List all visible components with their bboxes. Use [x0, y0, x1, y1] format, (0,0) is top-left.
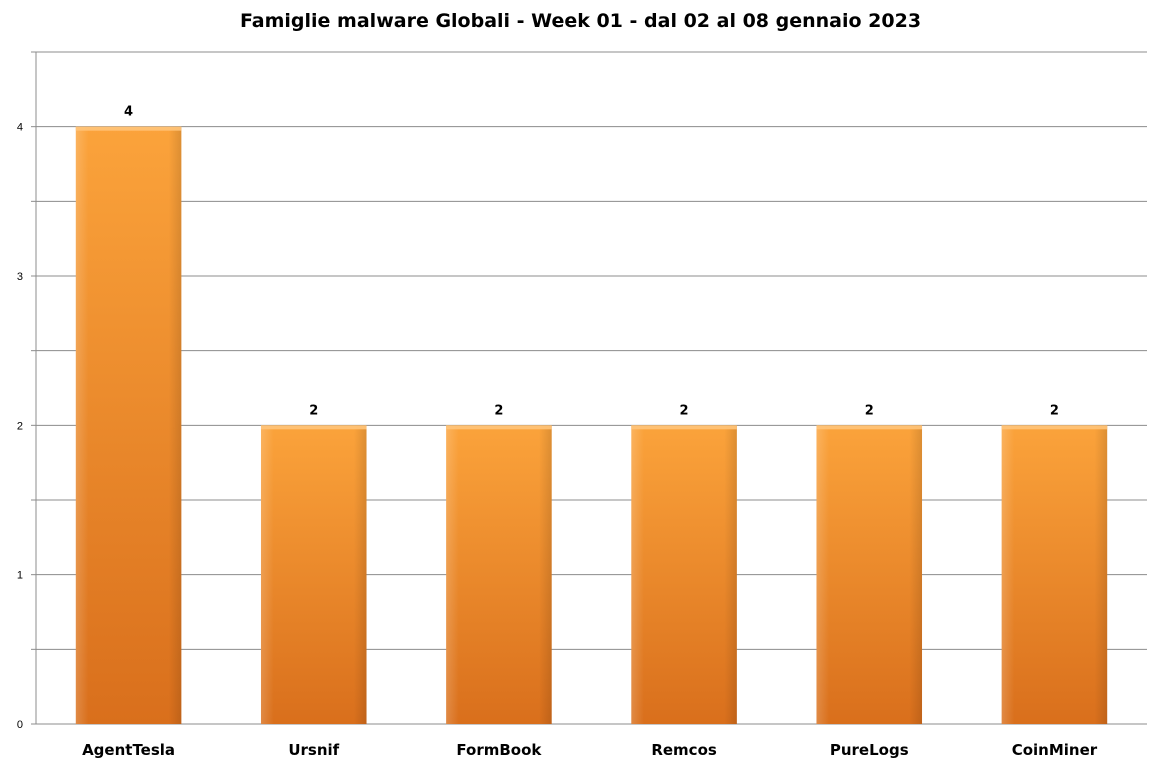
bar — [75, 126, 182, 724]
data-label: 2 — [680, 403, 689, 418]
data-label: 2 — [1050, 403, 1059, 418]
x-tick-label: AgentTesla — [82, 741, 175, 759]
bar — [631, 425, 737, 724]
y-tick-label: 1 — [17, 570, 23, 582]
bar-shading — [816, 425, 923, 724]
x-tick-label: PureLogs — [830, 741, 909, 759]
bar-shading — [631, 425, 737, 724]
y-tick-label: 0 — [17, 719, 23, 731]
y-tick-label: 2 — [17, 420, 23, 432]
data-label: 4 — [124, 105, 133, 120]
y-tick-label: 4 — [17, 122, 23, 134]
bar-top-highlight — [816, 425, 923, 430]
bars — [75, 126, 1108, 724]
data-label: 2 — [865, 403, 874, 418]
y-tick-label: 3 — [17, 271, 23, 283]
bar — [446, 425, 552, 724]
x-tick-label: CoinMiner — [1012, 741, 1098, 759]
bar — [1001, 425, 1108, 724]
x-tick-label: Ursnif — [288, 741, 339, 759]
bar-shading — [260, 425, 367, 724]
bar-top-highlight — [75, 126, 182, 131]
labels: 0 1 2 3 4 4 AgentTesla 2 Ursnif 2 FormBook 2 Remcos 2… — [17, 105, 1098, 759]
bar-shading — [446, 425, 552, 724]
x-tick-label: Remcos — [651, 741, 717, 759]
x-tick-label: FormBook — [456, 741, 542, 759]
bar — [260, 425, 367, 724]
gridlines — [36, 51, 1147, 650]
data-label: 2 — [494, 403, 503, 418]
bar — [816, 425, 923, 724]
chart-title: Famiglie malware Globali - Week 01 - dal… — [239, 10, 922, 32]
bar-top-highlight — [1001, 425, 1108, 430]
bar-shading — [1001, 425, 1108, 724]
bar-shading — [75, 126, 182, 724]
data-label: 2 — [309, 403, 318, 418]
bar-top-highlight — [446, 425, 552, 430]
bar-top-highlight — [260, 425, 367, 430]
axes — [31, 51, 1147, 725]
bar-top-highlight — [631, 425, 737, 430]
